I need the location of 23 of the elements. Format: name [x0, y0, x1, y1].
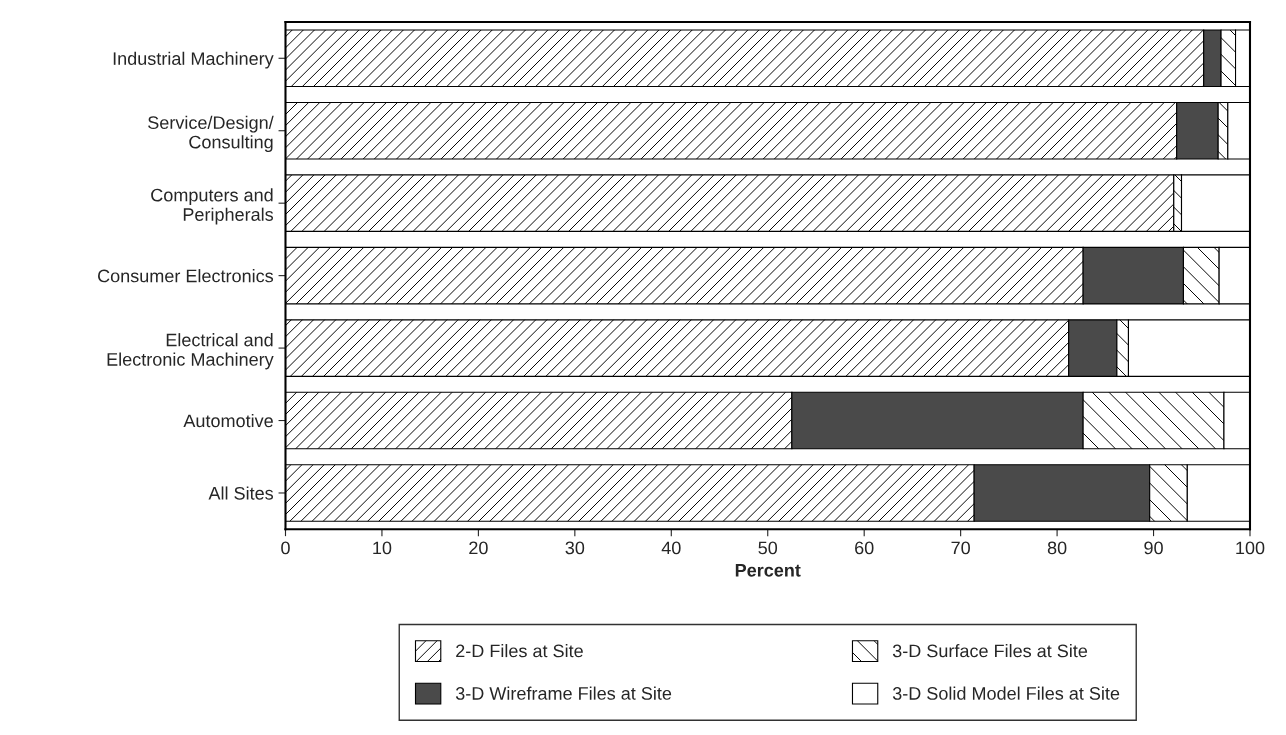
- x-tick-label: 20: [469, 541, 488, 555]
- y-tick-label: Consumer Electronics: [98, 269, 274, 283]
- y-tick-label: Computers and Peripherals: [151, 188, 274, 225]
- legend-label: 2-D Files at Site: [456, 644, 583, 658]
- y-tick-label: Service/Design/ Consulting: [148, 115, 274, 153]
- legend-label: 3-D Solid Model Files at Site: [892, 686, 1120, 700]
- x-tick-label: 90: [1144, 541, 1163, 555]
- x-tick-label: 80: [1047, 541, 1067, 555]
- x-axis-title: Percent: [735, 564, 801, 577]
- x-tick-label: 40: [661, 541, 681, 555]
- x-tick-label: 50: [758, 541, 778, 555]
- x-tick-label: 70: [951, 541, 970, 555]
- x-tick-label: 0: [281, 541, 290, 555]
- y-tick-label: All Sites: [208, 486, 274, 500]
- y-tick-label: Industrial Machinery: [113, 51, 274, 69]
- y-tick-label: Electrical and Electronic Machinery: [107, 333, 274, 370]
- legend-label: 3-D Wireframe Files at Site: [455, 686, 672, 700]
- x-tick-label: 10: [373, 541, 392, 555]
- x-tick-label: 60: [855, 541, 874, 555]
- x-tick-label: 100: [1236, 541, 1265, 555]
- y-tick-label: Automotive: [183, 413, 273, 428]
- x-tick-label: 30: [565, 541, 585, 555]
- legend-label: 3-D Surface Files at Site: [892, 644, 1088, 658]
